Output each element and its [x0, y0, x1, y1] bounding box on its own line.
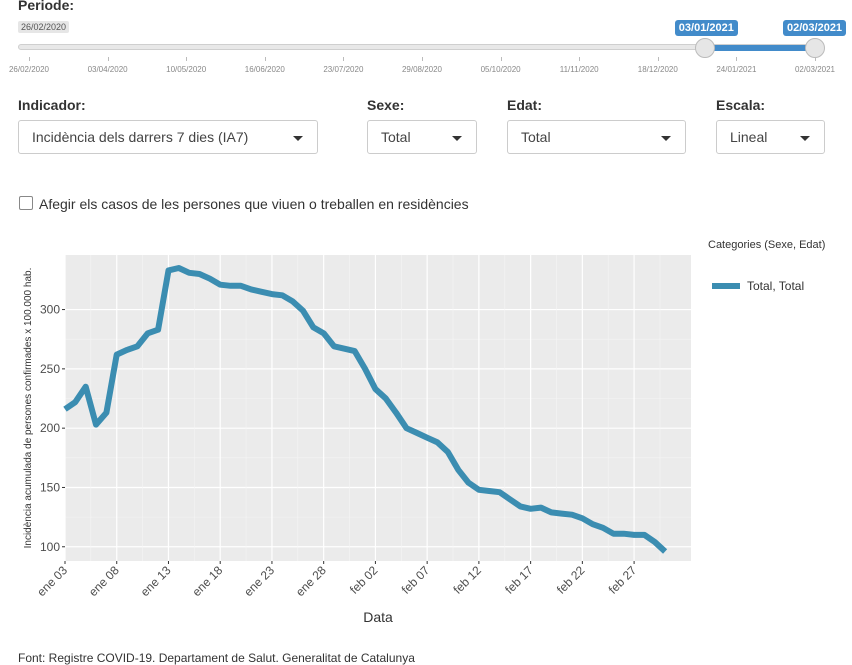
period-tick-label: 29/08/2020 [401, 65, 443, 74]
period-tick-mark [579, 57, 581, 61]
period-tick-mark [29, 57, 30, 61]
x-tick-label: feb 02 [347, 563, 381, 597]
residencies-checkbox-label[interactable]: Afegir els casos de les persones que viu… [39, 196, 469, 212]
edat-label: Edat: [507, 97, 542, 113]
period-tick-mark [186, 57, 188, 61]
period-end-handle[interactable] [805, 38, 825, 58]
period-end-badge: 02/03/2021 [783, 20, 847, 36]
escala-select[interactable]: Lineal [716, 120, 825, 154]
indicador-label: Indicador: [18, 97, 86, 113]
x-tick-label: ene 28 [293, 563, 329, 599]
y-tick-label: 100 [40, 540, 60, 554]
period-tick-label: 26/02/2020 [8, 65, 50, 74]
x-tick-label: ene 13 [138, 563, 174, 599]
period-tick-label: 02/03/2021 [794, 65, 836, 74]
sexe-select[interactable]: Total [367, 120, 477, 154]
period-tick-label: 18/12/2020 [637, 65, 678, 74]
x-tick-label: feb 22 [554, 563, 588, 597]
legend-title: Categories (Sexe, Edat) [708, 239, 826, 251]
period-tick-label: 03/04/2020 [87, 65, 128, 74]
edat-select[interactable]: Total [507, 120, 686, 154]
x-tick-label: ene 03 [34, 563, 70, 599]
period-tick-label: 23/07/2020 [323, 65, 364, 74]
y-tick-label: 300 [40, 303, 60, 317]
x-tick-label: ene 18 [189, 563, 225, 599]
period-tick-mark [422, 57, 423, 61]
y-tick-label: 250 [40, 362, 60, 376]
escala-label: Escala: [716, 97, 766, 113]
legend-title-clip: Categories (Sexe, Edat) [708, 239, 826, 251]
x-tick-label: feb 07 [399, 563, 433, 597]
chevron-down-icon [293, 136, 303, 141]
x-tick-label: ene 08 [86, 563, 122, 599]
residencies-checkbox[interactable] [19, 196, 33, 210]
period-tick-label: 16/06/2020 [244, 65, 285, 74]
period-slider-range[interactable] [704, 45, 815, 51]
y-tick-label: 150 [40, 480, 60, 494]
legend-label-total[interactable]: Total, Total [747, 279, 805, 293]
period-tick-mark [815, 57, 816, 61]
plot-panel [65, 255, 691, 561]
series-line-total [63, 265, 668, 554]
x-tick-label: feb 17 [502, 563, 536, 597]
chevron-down-icon [800, 136, 810, 141]
escala-value: Lineal [730, 129, 768, 145]
y-axis-title: Incidència acumulada de persones confirm… [23, 268, 34, 549]
x-tick-label: feb 12 [451, 563, 485, 597]
period-start-badge: 03/01/2021 [674, 20, 738, 36]
period-tick-mark [343, 57, 345, 61]
period-tick-label: 10/05/2020 [166, 65, 207, 74]
period-tick-mark [657, 57, 659, 61]
x-axis-title: Data [363, 609, 393, 625]
period-tick-mark [107, 57, 109, 61]
period-tick-label: 11/11/2020 [559, 65, 599, 74]
period-min-value: 26/02/2020 [18, 21, 70, 33]
period-label: Periode: [18, 0, 75, 13]
period-tick-mark [736, 57, 738, 61]
indicador-select[interactable]: Incidència dels darrers 7 dies (IA7) [18, 120, 318, 154]
chevron-down-icon [452, 136, 462, 141]
chevron-down-icon [661, 136, 671, 141]
sexe-label: Sexe: [367, 97, 405, 113]
legend-key-total[interactable] [712, 283, 740, 289]
period-tick-label: 05/10/2020 [480, 65, 521, 74]
edat-value: Total [521, 129, 551, 145]
sexe-value: Total [381, 129, 411, 145]
period-tick-mark [500, 57, 502, 61]
incidence-line-chart: 100 150 200 250 300 ene 03 ene 08 ene 13 ene 18… [23, 255, 691, 625]
indicador-value: Incidència dels darrers 7 dies (IA7) [32, 129, 249, 145]
period-tick-mark [264, 57, 266, 61]
source-note: Font: Registre COVID-19. Departament de … [18, 651, 415, 665]
period-tick-label: 24/01/2021 [716, 65, 757, 74]
period-start-handle[interactable] [694, 38, 715, 58]
y-tick-label: 200 [40, 421, 60, 435]
x-tick-label: ene 23 [241, 563, 277, 599]
x-tick-label: feb 27 [606, 563, 640, 597]
